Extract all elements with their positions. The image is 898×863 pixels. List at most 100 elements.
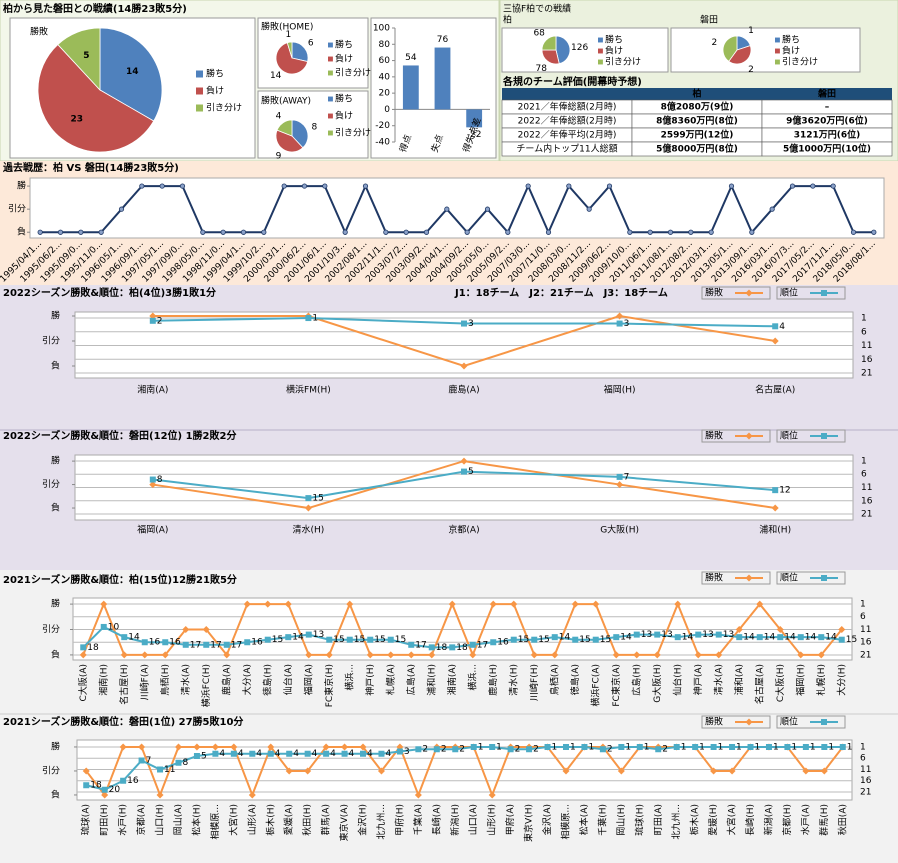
point xyxy=(756,634,763,641)
x-tick-label: 浦和(H) xyxy=(759,524,791,536)
data-label: 14 xyxy=(292,633,304,643)
point xyxy=(284,600,292,608)
pie-title: 勝敗(AWAY) xyxy=(261,95,311,107)
x-tick-label: 山口(A) xyxy=(468,804,479,835)
legend-box xyxy=(701,715,771,729)
pie-slice xyxy=(37,43,155,153)
point xyxy=(818,634,825,641)
point xyxy=(688,229,694,235)
point xyxy=(403,229,409,235)
data-label: -22 xyxy=(467,130,482,140)
y2-tick-label: 11 xyxy=(861,341,872,351)
cell-text: 2599万円(12位) xyxy=(661,129,734,141)
data-label: 1 xyxy=(791,742,797,752)
point xyxy=(448,600,456,608)
chart-title: 2022シーズン勝敗&順位：柏(4位)3勝1敗1分 xyxy=(3,286,216,299)
data-label: 15 xyxy=(354,635,365,645)
x-tick-label: 栃木(A) xyxy=(689,804,701,835)
x-tick-label: 京都(H) xyxy=(781,804,793,836)
legend-marker xyxy=(821,719,827,725)
point xyxy=(616,312,624,320)
point xyxy=(715,631,722,638)
data-label: 20 xyxy=(109,785,121,795)
point xyxy=(212,750,219,757)
point xyxy=(341,750,348,757)
pie-label: 5 xyxy=(83,51,89,61)
x-tick-label: 浦和(A) xyxy=(733,664,745,695)
chart-title: 2021シーズン勝敗&順位：柏(15位)12勝21敗5分 xyxy=(3,573,237,586)
data-label: 15 xyxy=(579,635,590,645)
pie-slice xyxy=(541,49,560,65)
box-bar xyxy=(370,17,497,159)
legend-label: 負け xyxy=(206,85,224,97)
legend-swatch xyxy=(196,87,203,95)
x-tick-label: 福岡(A) xyxy=(137,524,168,536)
x-tick-label: 岡山(H) xyxy=(616,804,627,836)
legend-marker xyxy=(821,575,827,581)
point xyxy=(571,600,579,608)
point xyxy=(747,743,754,750)
x-tick-label: 横浜... xyxy=(466,664,478,691)
pie-slice xyxy=(275,42,309,75)
x-tick-label: 広島(A) xyxy=(405,664,417,695)
x-tick-label: 川崎F(A) xyxy=(138,664,150,700)
bar xyxy=(466,109,483,128)
x-tick-label: 大分(A) xyxy=(241,664,253,695)
point xyxy=(322,743,330,751)
x-tick-label: 栃木(H) xyxy=(264,804,276,836)
x-tick-label: 札幌(H) xyxy=(815,664,827,696)
point xyxy=(156,791,164,799)
data-label: 12 xyxy=(779,486,790,496)
legend-label: 引き分け xyxy=(206,103,242,114)
legend-label: 順位 xyxy=(780,287,798,299)
x-tick-label: 神戸(H) xyxy=(364,664,376,696)
data-label: 14 xyxy=(764,633,776,643)
data-label: 11 xyxy=(164,765,175,775)
data-label: 1 xyxy=(699,742,705,752)
point xyxy=(396,748,403,755)
legend-marker xyxy=(821,433,827,439)
point xyxy=(101,786,108,793)
x-tick-label: 岡山(A) xyxy=(173,804,184,835)
point xyxy=(387,651,395,659)
x-tick-label: 東京V(A) xyxy=(338,804,350,841)
legend-label: 引き分け xyxy=(335,68,371,79)
data-label: 7 xyxy=(624,472,630,482)
legend-swatch xyxy=(775,48,780,54)
point xyxy=(244,639,251,646)
column-header: 磐田 xyxy=(817,88,836,100)
y-tick-label: 負 xyxy=(51,360,60,372)
x-tick-label: 名古屋(H) xyxy=(118,664,130,705)
pie-slice xyxy=(275,129,304,153)
point xyxy=(305,631,312,638)
x-tick-label: 相模原... xyxy=(209,804,221,840)
point xyxy=(203,641,210,648)
data-label: 15 xyxy=(272,635,283,645)
data-label: 5 xyxy=(201,751,207,761)
x-tick-label: 神戸(A) xyxy=(692,664,704,695)
point xyxy=(149,481,157,489)
point xyxy=(797,651,805,659)
legend-label: 勝敗 xyxy=(705,716,723,728)
data-label: 1 xyxy=(810,742,816,752)
data-label: 2 xyxy=(441,745,447,755)
y2-tick-label: 11 xyxy=(860,765,871,775)
x-tick-label: 琉球(H) xyxy=(633,804,645,836)
point xyxy=(267,743,275,751)
y2-tick-label: 6 xyxy=(860,612,866,622)
legend-label: 引き分け xyxy=(782,57,818,68)
cell-text: チーム内トップ11人総額 xyxy=(516,143,617,155)
point xyxy=(784,743,791,750)
point xyxy=(460,457,468,465)
point xyxy=(138,743,146,751)
legend-label: 引き分け xyxy=(335,128,371,139)
point xyxy=(749,229,755,235)
data-label: 2 xyxy=(515,745,521,755)
point xyxy=(305,651,313,659)
legend-label: 負け xyxy=(782,45,800,57)
point xyxy=(304,504,312,512)
pie-label: 14 xyxy=(270,71,282,81)
pie-label: 14 xyxy=(126,67,139,77)
data-label: 15 xyxy=(395,635,406,645)
point xyxy=(551,651,559,659)
